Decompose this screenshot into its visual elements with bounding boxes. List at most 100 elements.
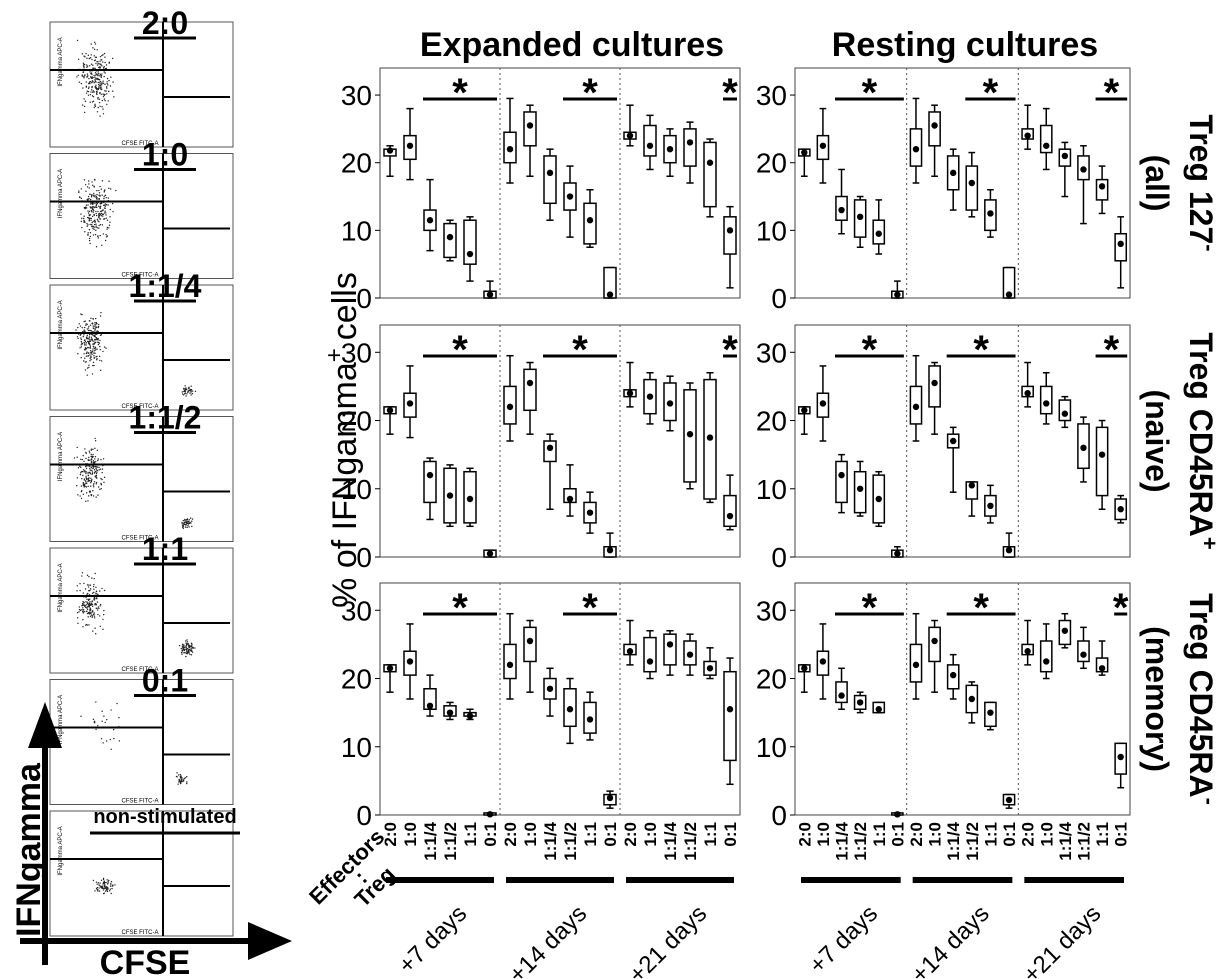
event-dot (83, 71, 84, 72)
event-dot (191, 389, 192, 390)
event-dot (98, 467, 99, 468)
event-dot (104, 84, 105, 85)
event-dot (87, 186, 88, 187)
event-dot (93, 880, 94, 881)
event-dot (76, 485, 77, 486)
median-dot (467, 496, 473, 502)
event-dot (93, 196, 94, 197)
median-dot (607, 291, 613, 297)
event-dot (99, 99, 100, 100)
median-dot (507, 146, 513, 152)
event-dot (104, 212, 105, 213)
event-dot (106, 719, 107, 720)
median-dot (387, 407, 393, 413)
event-dot (99, 75, 100, 76)
flow-ylabel: IFNgamma APC-A (58, 300, 64, 349)
event-dot (104, 477, 105, 478)
event-dot (97, 219, 98, 220)
event-dot (89, 339, 90, 340)
event-dot (83, 336, 84, 337)
event-dot (186, 519, 187, 520)
event-dot (102, 629, 103, 630)
event-dot (96, 469, 97, 470)
event-dot (183, 780, 184, 781)
event-dot (97, 236, 98, 237)
x-tick-label: 1:1/2 (681, 822, 700, 861)
y-tick-label: 10 (756, 215, 787, 246)
significance-label: * (973, 586, 989, 630)
event-dot (101, 588, 102, 589)
median-dot (838, 472, 844, 478)
event-dot (93, 719, 94, 720)
median-dot (1099, 183, 1105, 189)
median-dot (950, 438, 956, 444)
event-dot (100, 214, 101, 215)
event-dot (87, 486, 88, 487)
event-dot (101, 55, 102, 56)
event-dot (77, 477, 78, 478)
median-dot (567, 496, 573, 502)
median-dot (894, 550, 900, 556)
event-dot (88, 353, 89, 354)
event-dot (186, 389, 187, 390)
box (966, 166, 977, 210)
event-dot (183, 520, 184, 521)
event-dot (77, 327, 78, 328)
event-dot (98, 237, 99, 238)
event-dot (94, 353, 95, 354)
event-dot (100, 235, 101, 236)
event-dot (88, 480, 89, 481)
event-dot (99, 890, 100, 891)
flow-xlabel: CFSE FITC-A (122, 799, 159, 805)
median-dot (1117, 754, 1123, 760)
event-dot (84, 327, 85, 328)
event-dot (98, 606, 99, 607)
event-dot (93, 211, 94, 212)
event-dot (84, 74, 85, 75)
median-dot (969, 482, 975, 488)
event-dot (84, 106, 85, 107)
flow-ylabel: IFNgamma APC-A (58, 37, 64, 86)
event-dot (89, 334, 90, 335)
event-dot (96, 246, 97, 247)
event-dot (105, 212, 106, 213)
significance-label: * (862, 586, 878, 630)
event-dot (186, 521, 187, 522)
event-dot (87, 328, 88, 329)
event-dot (86, 64, 87, 65)
event-dot (93, 195, 94, 196)
event-dot (110, 888, 111, 889)
event-dot (91, 218, 92, 219)
event-dot (89, 219, 90, 220)
y-label-text: % of IFNgamma (326, 362, 364, 608)
event-dot (105, 890, 106, 891)
median-dot (487, 550, 493, 556)
event-dot (94, 469, 95, 470)
event-dot (90, 352, 91, 353)
event-dot (103, 67, 104, 68)
row-title-sub: (memory) (1139, 626, 1175, 772)
event-dot (94, 82, 95, 83)
event-dot (85, 361, 86, 362)
event-dot (79, 196, 80, 197)
event-dot (95, 85, 96, 86)
group-label: +14 days (906, 900, 994, 979)
event-dot (88, 624, 89, 625)
box (424, 461, 436, 502)
event-dot (97, 74, 98, 75)
event-dot (93, 495, 94, 496)
event-dot (97, 63, 98, 64)
median-dot (727, 227, 733, 233)
event-dot (99, 360, 100, 361)
event-dot (89, 598, 90, 599)
event-dot (100, 315, 101, 316)
event-dot (102, 180, 103, 181)
event-dot (91, 43, 92, 44)
event-dot (91, 459, 92, 460)
event-dot (81, 198, 82, 199)
event-dot (87, 624, 88, 625)
event-dot (85, 369, 86, 370)
event-dot (91, 454, 92, 455)
event-dot (112, 884, 113, 885)
event-dot (90, 199, 91, 200)
